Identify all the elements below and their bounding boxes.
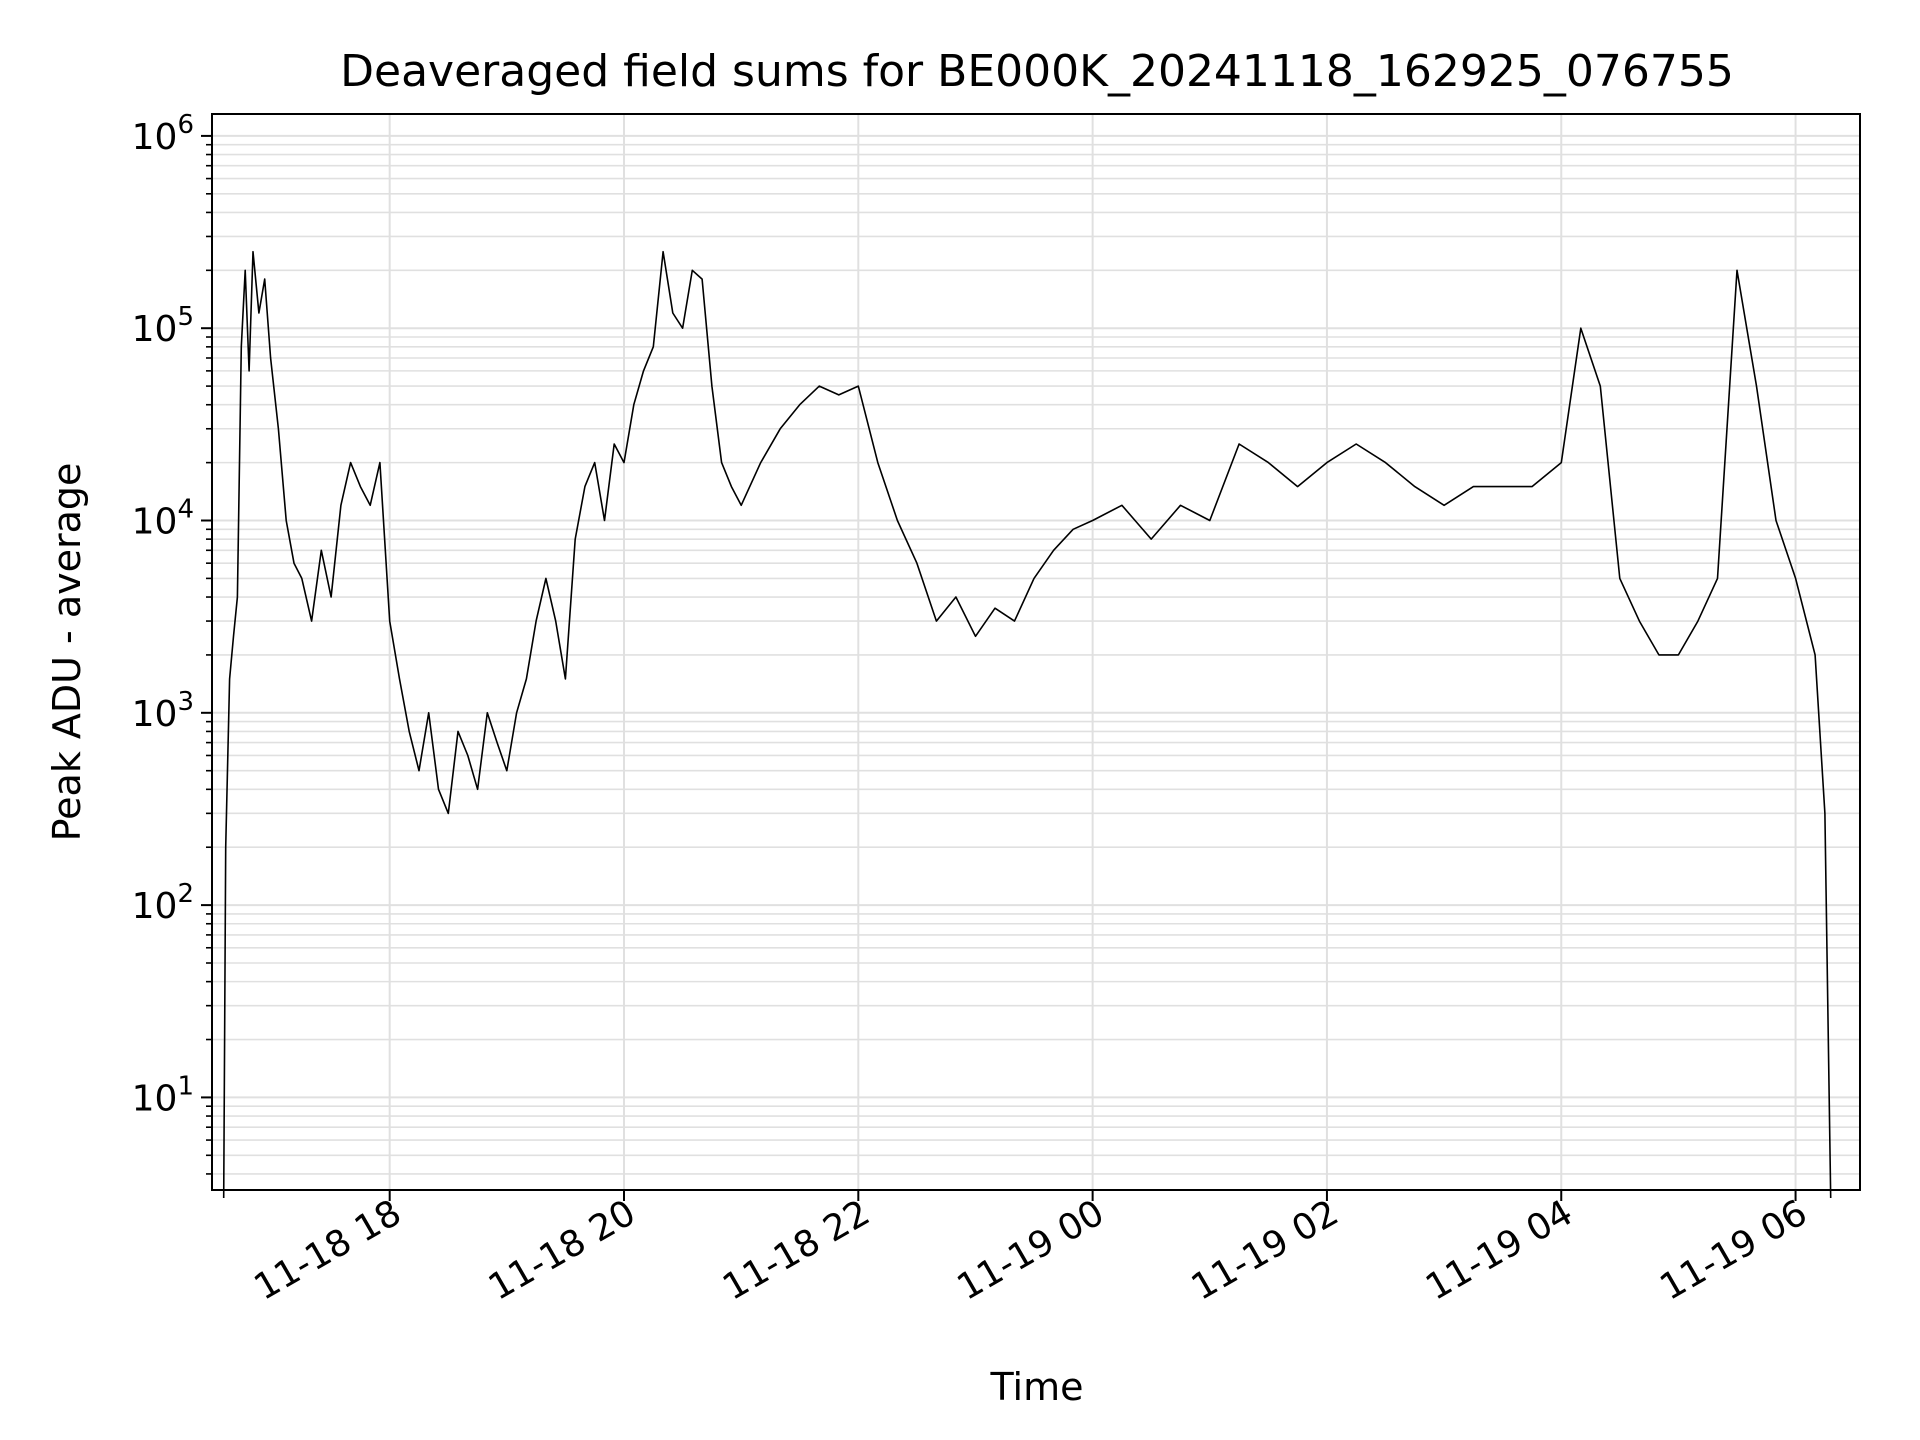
- y-tick-label: 101: [132, 1071, 194, 1119]
- plot-frame: [211, 113, 1861, 1191]
- y-tick-label: 103: [132, 687, 194, 735]
- chart-title: Deaveraged field sums for BE000K_2024111…: [340, 46, 1734, 97]
- plot-series: [222, 250, 1832, 1199]
- x-axis-label: Time: [990, 1365, 1084, 1409]
- y-tick-label: 102: [132, 879, 194, 927]
- minor-gridlines: [212, 143, 1860, 1175]
- y-tick-label: 106: [132, 110, 194, 158]
- y-tick-label: 105: [132, 302, 194, 350]
- series-line: [222, 250, 1832, 1199]
- y-tick-label: 104: [132, 495, 194, 543]
- major-gridlines: [212, 114, 1860, 1190]
- y-axis-label: Peak ADU - average: [45, 463, 89, 842]
- y-axis: 101 102 103 104 105 106: [132, 110, 212, 1175]
